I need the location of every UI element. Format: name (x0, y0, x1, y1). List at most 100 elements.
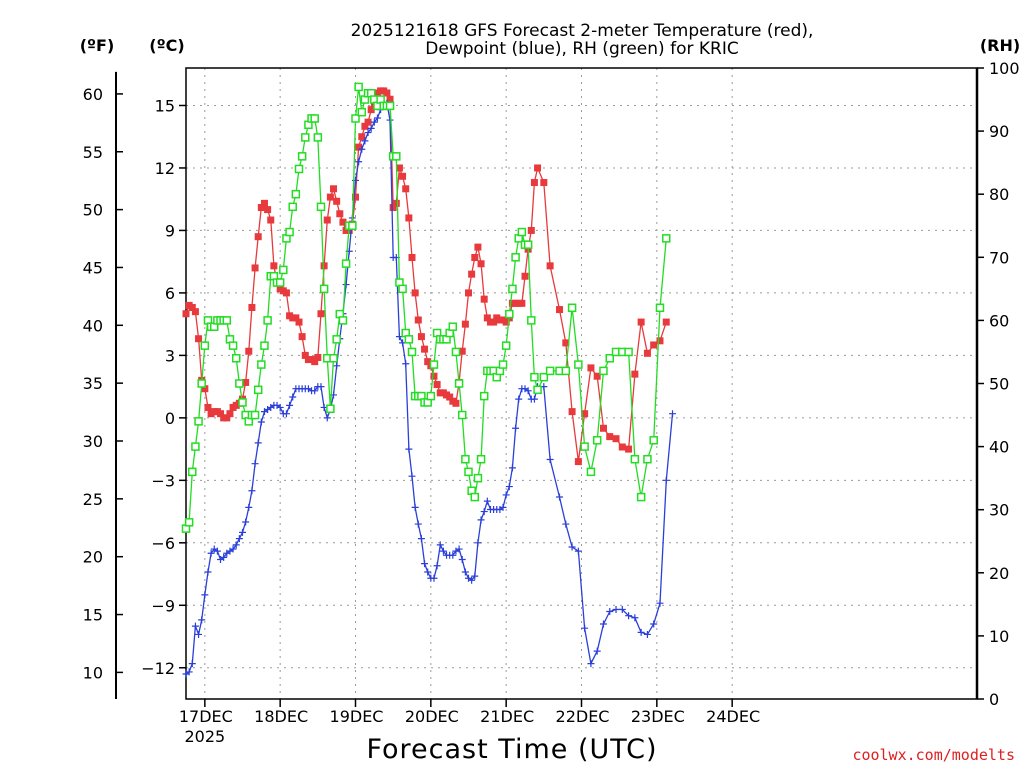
x-axis-title: Forecast Time (UTC) (366, 734, 657, 765)
rh-line (185, 86, 667, 529)
rh-point (257, 360, 266, 369)
dewpoint-point (556, 493, 564, 501)
temperature-point (251, 264, 259, 272)
temperature-point (191, 308, 199, 316)
rh-point (473, 473, 483, 483)
celsius-tick-label: 12 (155, 159, 175, 178)
dewpoint-point (367, 124, 375, 132)
dewpoint-point (468, 576, 476, 584)
fahrenheit-tick-label: 25 (83, 490, 103, 509)
dewpoint-point (364, 129, 372, 137)
temperature-point (490, 318, 498, 326)
dewpoint-point (248, 487, 256, 495)
dewpoint-point (502, 491, 510, 499)
dewpoint-point (286, 401, 294, 409)
dewpoint-point (581, 624, 589, 632)
dewpoint-point (480, 508, 488, 516)
dewpoint-point (198, 616, 206, 624)
dewpoint-point (235, 535, 243, 543)
temperature-point (612, 435, 620, 443)
rh-point (279, 265, 288, 275)
rh-point (319, 284, 329, 294)
rh-point (294, 164, 304, 174)
dewpoint-point (251, 460, 259, 468)
rh-tick-label: 60 (989, 311, 1009, 330)
temperature-point (527, 226, 535, 234)
temperature-point (320, 262, 328, 270)
rh-point (392, 152, 401, 161)
rh-point (605, 354, 614, 363)
rh-point (476, 454, 486, 464)
rh-point (263, 316, 272, 325)
temperature-point (556, 306, 564, 314)
dewpoint-point (669, 410, 677, 418)
dewpoint-point (257, 418, 265, 426)
rh-point (253, 385, 263, 395)
dewpoint-point (499, 503, 507, 511)
rh-point (191, 442, 200, 451)
temperature-point (402, 185, 410, 193)
rh-point (197, 379, 206, 388)
dewpoint-point (311, 387, 319, 395)
rh-point (291, 189, 301, 199)
x-tick-label: 23DEC (631, 707, 685, 726)
rh-point (250, 410, 260, 420)
celsius-tick-label: 6 (165, 284, 175, 303)
dewpoint-point (207, 549, 215, 557)
rh-point (316, 202, 326, 212)
rh-tick-label: 80 (989, 185, 1009, 204)
x-tick-label: 19DEC (330, 707, 384, 726)
temperature-point (226, 410, 234, 418)
temperature-point (311, 358, 319, 366)
chart-title-line-2: Dewpoint (blue), RH (green) for KRIC (425, 39, 738, 59)
rh-point (533, 385, 542, 395)
rh-point (448, 322, 458, 331)
rh-point (429, 360, 439, 369)
dewpoint-point (587, 660, 595, 668)
temperature-point (298, 333, 306, 341)
rh-point (348, 221, 357, 230)
rh-point (275, 278, 285, 287)
dewpoint-point (414, 520, 422, 528)
dewpoint-point (386, 116, 394, 124)
dewpoint-point (530, 395, 538, 403)
fahrenheit-tick-label: 45 (83, 258, 103, 277)
temperature-point (581, 410, 589, 418)
temperature-point (502, 318, 510, 326)
temperature-point (599, 424, 607, 432)
temperature-point (339, 218, 347, 226)
celsius-tick-label: −3 (151, 471, 175, 490)
temperature-point (367, 106, 375, 114)
temperature-point (204, 403, 212, 411)
celsius-unit-label: (ºC) (149, 36, 184, 55)
data-series (181, 82, 677, 678)
rh-point (222, 316, 232, 325)
rh-point (545, 366, 555, 376)
celsius-tick-label: −6 (151, 534, 175, 553)
grid (186, 68, 977, 699)
rh-point (326, 404, 335, 413)
temperature-point (483, 314, 491, 322)
temperature-point (643, 349, 651, 357)
temperature-point (295, 318, 303, 326)
dewpoint-point (650, 620, 658, 628)
temperature-point (471, 254, 479, 262)
fahrenheit-tick-label: 20 (83, 548, 103, 567)
rh-point (567, 303, 577, 313)
rh-point (194, 417, 203, 426)
temperature-point (201, 385, 209, 393)
temperature-point (446, 393, 454, 401)
celsius-tick-label: −12 (141, 659, 175, 678)
temperature-point (468, 270, 476, 278)
dewpoint-point (618, 605, 626, 613)
temperature-point (430, 372, 438, 380)
dewpoint-point (245, 503, 253, 511)
dewpoint-point (323, 414, 331, 422)
temperature-point (540, 179, 548, 187)
rh-point (505, 309, 514, 319)
temperature-point (264, 206, 272, 214)
temperature-point (452, 399, 460, 407)
temperature-point (417, 333, 425, 341)
rh-point (341, 259, 351, 268)
